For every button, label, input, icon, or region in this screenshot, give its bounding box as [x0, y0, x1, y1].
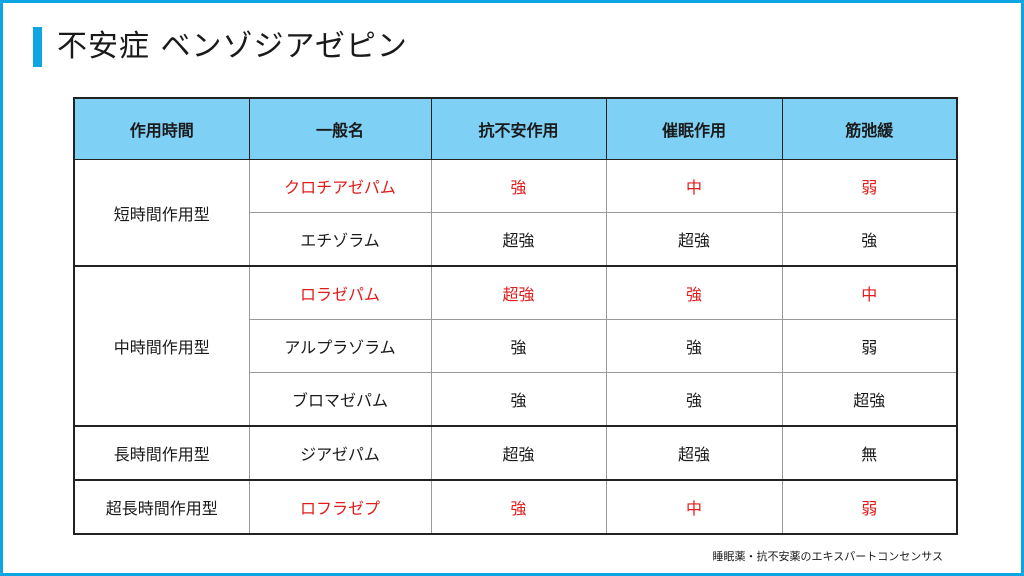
anxiolytic-cell: 強: [430, 159, 607, 213]
header-duration: 作用時間: [73, 97, 250, 160]
table-row: 長時間作用型 ジアゼパム 超強 超強 無: [73, 425, 958, 481]
table-row: エチゾラム 超強 超強 強: [74, 212, 958, 267]
anxiolytic-cell: 超強: [430, 425, 607, 481]
hypnotic-cell: 超強: [605, 425, 783, 481]
anxiolytic-cell: 超強: [430, 212, 607, 267]
relaxant-cell: 弱: [781, 159, 958, 213]
slide-title: 不安症 ベンゾジアゼピン: [57, 29, 408, 64]
drug-name-cell: ロラゼパム: [248, 265, 432, 320]
duration-cell: 長時間作用型: [73, 425, 250, 481]
drug-name-cell: ロフラゼプ: [248, 479, 432, 535]
relaxant-cell: 中: [781, 265, 958, 320]
duration-cell: 中時間作用型: [73, 265, 250, 427]
anxiolytic-cell: 超強: [430, 265, 607, 320]
anxiolytic-cell: 強: [430, 319, 607, 373]
header-hypnotic: 催眠作用: [605, 97, 783, 160]
table-row: 短時間作用型 クロチアゼパム 強 中 弱: [73, 159, 958, 267]
table-row: アルプラゾラム 強 強 弱: [74, 319, 958, 373]
header-generic-name: 一般名: [248, 97, 432, 160]
duration-cell: 超長時間作用型: [73, 479, 250, 535]
drug-name-cell: ジアゼパム: [248, 425, 432, 481]
hypnotic-cell: 中: [605, 479, 783, 535]
hypnotic-cell: 超強: [605, 212, 783, 267]
table-header-row: 作用時間 一般名 抗不安作用 催眠作用 筋弛緩: [73, 97, 958, 160]
anxiolytic-cell: 強: [430, 372, 607, 427]
anxiolytic-cell: 強: [430, 479, 607, 535]
relaxant-cell: 無: [781, 425, 958, 481]
table-body: 短時間作用型 クロチアゼパム 強 中 弱 エチゾラム 超強 超強 強 中時間作用…: [73, 159, 958, 535]
duration-cell: 短時間作用型: [73, 159, 250, 267]
table-row: ブロマゼパム 強 強 超強: [74, 372, 958, 427]
header-anxiolytic: 抗不安作用: [430, 97, 607, 160]
source-footnote: 睡眠薬・抗不安薬のエキスパートコンセンサス: [712, 550, 943, 563]
relaxant-cell: 弱: [781, 319, 958, 373]
drug-name-cell: エチゾラム: [248, 212, 432, 267]
drug-name-cell: アルプラゾラム: [248, 319, 432, 373]
header-muscle-relaxant: 筋弛緩: [781, 97, 958, 160]
relaxant-cell: 超強: [781, 372, 958, 427]
hypnotic-cell: 強: [605, 319, 783, 373]
relaxant-cell: 弱: [781, 479, 958, 535]
hypnotic-cell: 強: [605, 372, 783, 427]
hypnotic-cell: 中: [605, 159, 783, 213]
benzodiazepine-table: 作用時間 一般名 抗不安作用 催眠作用 筋弛緩 短時間作用型 クロチアゼパム 強…: [73, 97, 958, 535]
drug-name-cell: ブロマゼパム: [248, 372, 432, 427]
table-row: 超長時間作用型 ロフラゼプ 強 中 弱: [73, 479, 958, 535]
title-accent-bar: [33, 27, 42, 67]
hypnotic-cell: 強: [605, 265, 783, 320]
drug-name-cell: クロチアゼパム: [248, 159, 432, 213]
table-row: 中時間作用型 ロラゼパム 超強 強 中: [73, 265, 958, 427]
relaxant-cell: 強: [781, 212, 958, 267]
